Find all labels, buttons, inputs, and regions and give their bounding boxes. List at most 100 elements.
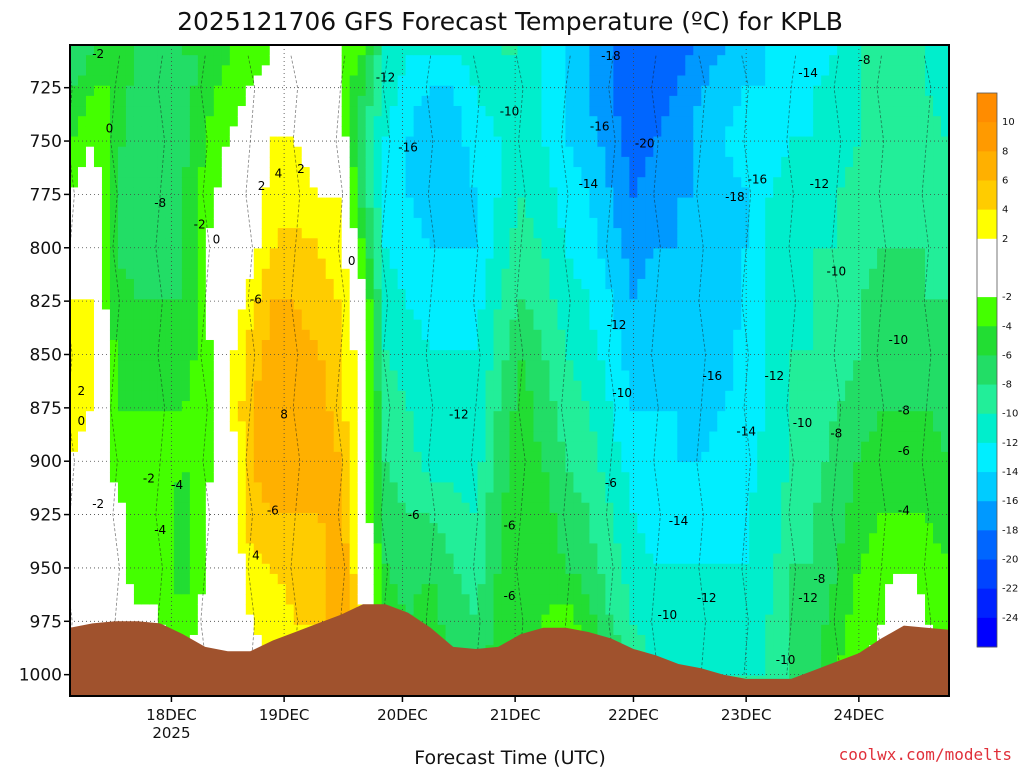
heat-cell [437,350,447,361]
heat-cell [117,289,127,300]
heat-cell [325,380,335,392]
heat-cell [261,258,271,270]
heat-cell [349,156,359,168]
heat-cell [413,248,423,260]
heat-cell [533,512,543,524]
heat-cell [293,462,303,473]
heat-cell [141,390,151,402]
heat-cell [85,380,95,392]
heat-cell [573,390,583,402]
heat-cell [125,584,135,595]
heat-cell [397,543,407,555]
heat-cell [677,472,686,483]
heat-cell [341,339,351,351]
heat-cell [453,512,463,524]
heat-cell [429,411,439,422]
heat-cell [653,614,662,626]
heat-cell [565,116,575,127]
heat-cell [613,512,622,524]
heat-cell [70,238,79,250]
heat-cell [261,228,271,239]
heat-cell [277,482,287,494]
heat-cell [157,228,167,239]
heat-cell [325,167,335,178]
heat-cell [141,411,151,422]
heat-cell [109,604,119,616]
heat-cell [157,339,167,351]
heat-cell [173,319,183,331]
heat-cell [293,238,303,250]
heat-cell [421,370,431,382]
heat-cell [85,75,95,87]
heat-cell [109,563,119,575]
heat-cell [565,614,575,626]
heat-cell [261,390,271,402]
heat-cell [525,350,535,361]
heat-cell [645,197,654,209]
heat-cell [357,502,367,514]
heat-cell [325,65,335,77]
heat-cell [333,472,343,483]
heat-cell [685,451,694,463]
heat-cell [213,451,223,463]
heat-cell [357,85,367,97]
heat-cell [621,502,630,514]
heat-cell [581,472,591,483]
heat-cell [573,543,583,555]
heat-cell [509,116,519,127]
heat-cell [461,380,471,392]
heat-cell [373,523,383,534]
heat-cell [277,146,287,158]
heat-cell [429,472,439,483]
heat-cell [157,523,167,534]
heat-cell [581,543,591,555]
heat-cell [493,584,503,595]
heat-cell [277,462,287,473]
heat-cell [677,167,686,178]
heat-cell [573,441,583,453]
heat-cell [669,390,678,402]
heat-cell [645,95,654,107]
heat-cell [501,472,511,483]
heat-cell [357,217,367,229]
heat-cell [525,543,535,555]
heat-cell [109,268,119,280]
heat-cell [365,553,375,565]
heat-cell [477,106,487,117]
heat-cell [349,278,359,290]
heat-cell [117,421,127,433]
heat-cell [653,421,662,433]
heat-cell [181,217,191,229]
heat-cell [645,65,654,77]
heat-cell [477,45,487,56]
heat-cell [125,228,135,239]
heat-cell [285,543,295,555]
heat-cell [85,573,95,585]
heat-cell [541,431,551,443]
heat-cell [181,309,191,321]
heat-cell [85,614,95,626]
heat-cell [245,634,255,646]
heat-cell [541,278,551,290]
heat-cell [173,604,183,616]
heat-cell [509,95,519,107]
heat-cell [621,197,630,209]
heat-cell [205,390,215,402]
heat-cell [597,289,606,300]
heat-cell [629,421,638,433]
heat-cell [445,563,455,575]
heat-cell [77,85,87,97]
heat-cell [613,380,622,392]
heat-cell [133,65,143,77]
heat-cell [93,167,103,178]
heat-cell [77,543,87,555]
heat-cell [477,146,487,158]
heat-cell [677,238,686,250]
heat-cell [589,309,598,321]
heat-cell [437,319,447,331]
heat-cell [325,339,335,351]
heat-cell [149,309,159,321]
heat-cell [213,156,223,168]
heat-cell [181,472,191,483]
heat-cell [237,319,247,331]
